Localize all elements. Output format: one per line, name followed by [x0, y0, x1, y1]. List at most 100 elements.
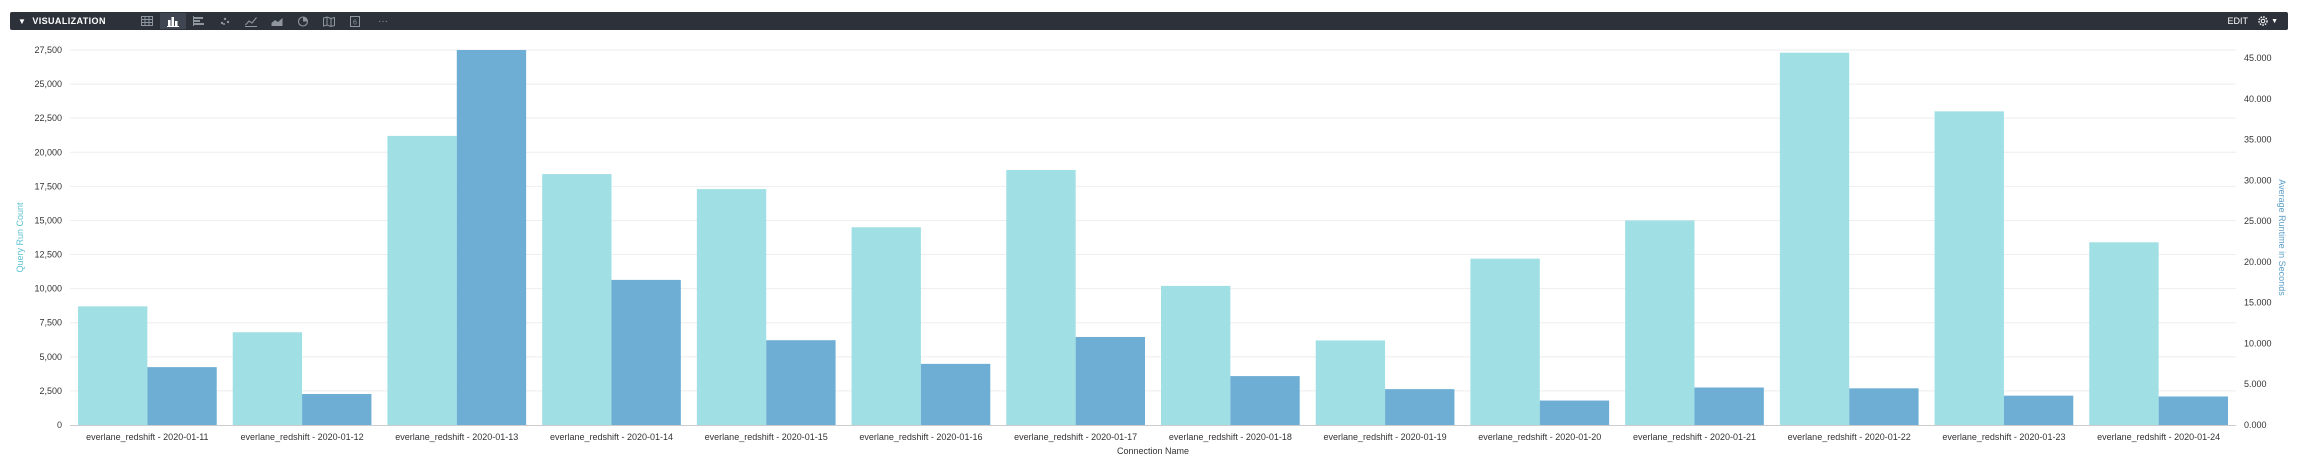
left-axis-tick-label: 20,000: [34, 147, 62, 157]
right-axis-tick-label: 35.000: [2244, 135, 2272, 145]
right-axis-tick-label: 5.000: [2244, 379, 2267, 389]
category-label: everlane_redshift - 2020-01-20: [1478, 432, 1601, 442]
right-axis-ticks: 0.000 5.000 10.000 15.000 20.000 25.000 30.000…: [2244, 53, 2272, 430]
bar-average-runtime[interactable]: [1385, 389, 1455, 425]
visualization-title: VISUALIZATION: [32, 16, 106, 26]
bar-average-runtime[interactable]: [2158, 396, 2228, 425]
left-axis-tick-label: 15,000: [34, 215, 62, 225]
category-label: everlane_redshift - 2020-01-15: [705, 432, 828, 442]
pie-chart-icon: [297, 15, 309, 27]
bar-average-runtime[interactable]: [302, 394, 372, 425]
left-axis-ticks: 0 2,500 5,000 7,500 10,000 12,500 15,000 17,500…: [34, 45, 62, 430]
bar-average-runtime[interactable]: [920, 363, 991, 425]
edit-button[interactable]: EDIT: [2227, 16, 2248, 26]
category-label: everlane_redshift - 2020-01-22: [1788, 432, 1911, 442]
bar-query-run-count[interactable]: [1625, 220, 1695, 425]
left-axis-tick-label: 17,500: [34, 181, 62, 191]
category-label: everlane_redshift - 2020-01-18: [1169, 432, 1292, 442]
left-axis-tick-label: 2,500: [39, 386, 62, 396]
right-axis-tick-label: 10.000: [2244, 338, 2272, 348]
viz-type-single-value-button[interactable]: 6: [342, 13, 368, 29]
svg-text:6: 6: [353, 19, 357, 26]
category-label: everlane_redshift - 2020-01-16: [859, 432, 982, 442]
table-icon: [141, 15, 153, 26]
bar-query-run-count[interactable]: [2089, 242, 2159, 425]
bar-average-runtime[interactable]: [766, 340, 836, 425]
left-axis-tick-label: 25,000: [34, 79, 62, 89]
viz-type-table-button[interactable]: [134, 13, 160, 29]
left-axis-tick-label: 22,500: [34, 113, 62, 123]
line-chart-icon: [245, 16, 257, 27]
gear-icon: [2258, 16, 2268, 26]
x-axis-title: Connection Name: [1117, 446, 1189, 456]
right-axis-title: Average Runtime in Seconds: [2277, 179, 2287, 296]
viz-type-scatter-chart-button[interactable]: [212, 13, 238, 29]
right-axis-tick-label: 30.000: [2244, 175, 2272, 185]
bar-query-run-count[interactable]: [1161, 285, 1231, 425]
bar-average-runtime[interactable]: [147, 367, 217, 425]
left-axis-tick-label: 7,500: [39, 318, 62, 328]
category-label: everlane_redshift - 2020-01-13: [395, 432, 518, 442]
bar-average-runtime[interactable]: [611, 279, 681, 425]
category-label: everlane_redshift - 2020-01-21: [1633, 432, 1756, 442]
bar-average-runtime[interactable]: [1694, 387, 1764, 426]
viz-type-pie-chart-button[interactable]: [290, 13, 316, 29]
bar-average-runtime[interactable]: [2003, 395, 2074, 425]
right-axis-tick-label: 20.000: [2244, 257, 2272, 267]
right-axis-tick-label: 15.000: [2244, 298, 2272, 308]
bar-query-run-count[interactable]: [542, 174, 612, 425]
category-label: everlane_redshift - 2020-01-17: [1014, 432, 1137, 442]
caret-down-icon: ▼: [18, 16, 27, 26]
left-axis-tick-label: 5,000: [39, 352, 62, 362]
bar-query-run-count[interactable]: [1315, 340, 1386, 425]
left-axis-tick-label: 12,500: [34, 250, 62, 260]
category-label: everlane_redshift - 2020-01-19: [1324, 432, 1447, 442]
single-value-icon: 6: [350, 15, 360, 27]
bar-query-run-count[interactable]: [387, 135, 457, 425]
bars: [78, 50, 2228, 426]
category-label: everlane_redshift - 2020-01-11: [86, 432, 208, 442]
map-icon: [323, 15, 335, 27]
right-axis-tick-label: 45.000: [2244, 53, 2272, 63]
bar-average-runtime[interactable]: [1539, 400, 1610, 425]
settings-button[interactable]: ▼: [2257, 15, 2278, 27]
bar-average-runtime[interactable]: [1849, 388, 1919, 425]
bar-query-run-count[interactable]: [232, 332, 303, 425]
right-axis-tick-label: 25.000: [2244, 216, 2272, 226]
bar-average-runtime[interactable]: [456, 50, 527, 425]
bar-query-run-count[interactable]: [1934, 111, 2004, 425]
right-axis-tick-label: 40.000: [2244, 94, 2272, 104]
viz-type-map-button[interactable]: [316, 13, 342, 29]
bar-average-runtime[interactable]: [1230, 376, 1300, 425]
bar-query-run-count[interactable]: [696, 189, 767, 425]
category-label: everlane_redshift - 2020-01-14: [550, 432, 673, 442]
category-label: everlane_redshift - 2020-01-12: [241, 432, 364, 442]
left-axis-tick-label: 0: [57, 420, 62, 430]
left-axis-tick-label: 10,000: [34, 284, 62, 294]
bar-average-runtime[interactable]: [1075, 336, 1145, 425]
bar-query-run-count[interactable]: [1006, 170, 1076, 425]
bar-chart-icon: [193, 15, 204, 26]
viz-type-column-chart-button[interactable]: [160, 13, 186, 29]
bar-query-run-count[interactable]: [78, 306, 148, 425]
category-labels: everlane_redshift - 2020-01-11 everlane_r…: [86, 432, 2220, 442]
chart: 0 2,500 5,000 7,500 10,000 12,500 15,000 17,500…: [15, 45, 2287, 456]
visualization-toolbar: ▼ VISUALIZATION 6 ··· EDIT ▼: [10, 12, 2288, 30]
viz-type-selector: 6 ···: [134, 13, 394, 29]
bar-query-run-count[interactable]: [1779, 52, 1850, 426]
category-label: everlane_redshift - 2020-01-24: [2097, 432, 2220, 442]
right-axis-tick-label: 0.000: [2244, 420, 2267, 430]
bar-query-run-count[interactable]: [1470, 258, 1540, 425]
left-axis-title: Query Run Count: [15, 202, 25, 273]
viz-type-bar-chart-button[interactable]: [186, 13, 212, 29]
more-options-button[interactable]: ···: [378, 15, 388, 27]
bar-query-run-count[interactable]: [851, 227, 921, 425]
viz-type-area-chart-button[interactable]: [264, 13, 290, 29]
area-chart-icon: [271, 17, 283, 26]
category-label: everlane_redshift - 2020-01-23: [1942, 432, 2065, 442]
dropdown-caret-icon: ▼: [2271, 17, 2278, 25]
viz-type-line-chart-button[interactable]: [238, 13, 264, 29]
scatter-chart-icon: [220, 17, 230, 25]
left-axis-tick-label: 27,500: [34, 45, 62, 55]
visualization-toggle[interactable]: ▼ VISUALIZATION: [18, 12, 106, 30]
